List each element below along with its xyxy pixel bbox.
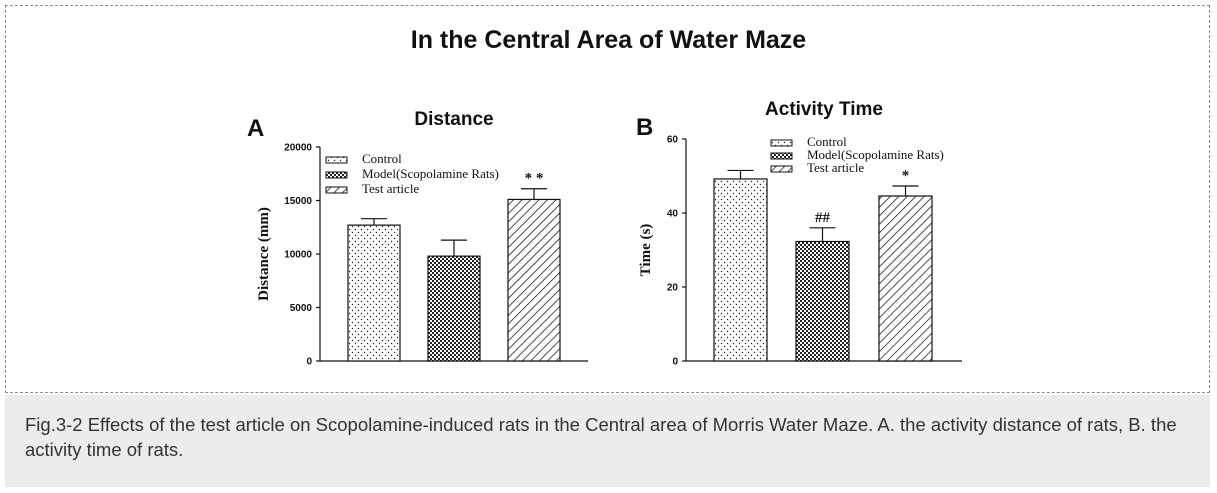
significance-label-2: ## [815,210,831,226]
caption-area: Fig.3-2 Effects of the test article on S… [5,395,1210,487]
legend-label-1: Control [807,134,847,149]
legend-label-2: Model(Scopolamine Rats) [362,166,499,181]
bar-3 [878,195,933,362]
significance-label-3: * * [525,171,544,187]
panel-letter: A [247,115,264,142]
bar-1 [713,178,768,362]
chart-title: Distance [414,109,493,130]
figure-title: In the Central Area of Water Maze [410,26,807,54]
panel-letter: B [636,114,653,141]
bar-2 [795,240,850,362]
y-tick-label: 5000 [290,303,313,314]
legend-label-3: Test article [362,181,419,196]
legend-swatch-2 [770,152,793,160]
figure-frame [5,5,1210,393]
y-tick-label: 15000 [284,196,312,207]
legend-swatch-3 [770,165,793,173]
y-tick-label: 10000 [284,250,312,261]
legend-swatch-2 [325,171,348,179]
legend-swatch-3 [325,186,348,194]
y-tick-label: 20 [667,283,679,294]
panel-b-activity-time: B Activity Time Time (s) 0 20 40 60 ## * ControlM… [636,99,962,368]
y-axis-label: Time (s) [638,224,654,277]
y-tick-label: 0 [306,357,312,368]
chart-title: Activity Time [765,99,883,120]
legend-label-3: Test article [807,160,864,175]
y-axis-label: Distance (mm) [256,207,272,301]
y-tick-label: 60 [667,135,679,146]
figure-caption: Fig.3-2 Effects of the test article on S… [25,414,1177,460]
panel-a-distance: A Distance Distance (mm) 0 5000 10000 15000 200… [247,109,588,368]
bar-3 [507,198,561,362]
legend-label-2: Model(Scopolamine Rats) [807,147,944,162]
legend-swatch-1 [325,156,348,164]
legend-label-1: Control [362,151,402,166]
significance-label-3: * [902,168,910,184]
y-tick-label: 40 [667,209,679,220]
legend-swatch-1 [770,139,793,147]
y-tick-label: 20000 [284,143,312,154]
bar-2 [427,255,481,362]
y-tick-label: 0 [672,357,678,368]
bar-1 [347,224,401,362]
